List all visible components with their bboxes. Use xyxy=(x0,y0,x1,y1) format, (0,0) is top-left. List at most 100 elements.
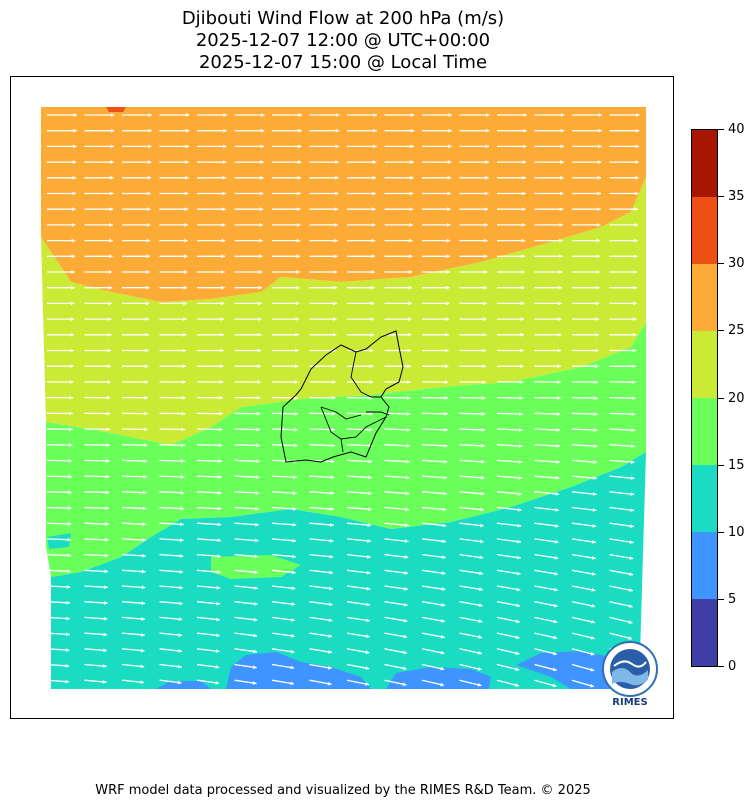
wind-arrow xyxy=(46,663,70,667)
wind-arrow xyxy=(534,553,559,559)
wind-arrow xyxy=(459,601,483,607)
wind-arrow xyxy=(421,522,447,527)
wind-arrow xyxy=(196,616,220,621)
wind-arrow xyxy=(534,585,558,591)
wind-arrow xyxy=(271,538,297,542)
wind-arrow xyxy=(196,648,220,653)
wind-arrow xyxy=(196,585,221,589)
wind-arrow xyxy=(234,428,261,431)
wind-arrowhead xyxy=(179,569,184,574)
colorbar-tick xyxy=(718,598,724,600)
wind-arrowhead xyxy=(522,191,526,196)
wind-arrow xyxy=(346,553,371,558)
wind-arrow xyxy=(459,616,483,623)
wind-arrowhead xyxy=(448,128,452,133)
wind-arrowhead xyxy=(371,238,376,243)
wind-arrowhead xyxy=(327,665,332,670)
wind-arrowhead xyxy=(485,128,490,133)
wind-arrowhead xyxy=(368,491,372,496)
wind-arrow xyxy=(571,616,596,624)
wind-arrowhead xyxy=(142,553,146,558)
wind-arrowhead xyxy=(103,601,108,605)
wind-arrowhead xyxy=(253,633,258,638)
wind-arrowhead xyxy=(558,301,562,306)
wind-arrow xyxy=(496,506,522,511)
wind-arrowhead xyxy=(69,364,74,369)
wind-arrowhead xyxy=(444,380,449,384)
colorbar-tick-label: 35 xyxy=(728,189,745,205)
wind-arrowhead xyxy=(146,270,150,274)
wind-arrowhead xyxy=(370,301,375,306)
wind-arrowhead xyxy=(369,364,374,369)
wind-arrow xyxy=(159,522,184,526)
wind-arrowhead xyxy=(366,570,371,575)
wind-arrow xyxy=(496,412,523,415)
wind-arrowhead xyxy=(593,460,598,464)
wind-arrowhead xyxy=(291,586,296,591)
wind-arrowhead xyxy=(592,492,597,496)
wind-arrowhead xyxy=(109,207,114,212)
wind-arrow xyxy=(609,459,635,464)
wind-arrow xyxy=(384,475,410,479)
wind-arrow xyxy=(534,506,560,511)
wind-arrowhead xyxy=(291,570,296,575)
wind-arrow xyxy=(534,648,558,655)
djibouti-inner-border-1 xyxy=(350,351,381,398)
wind-arrow xyxy=(496,475,522,479)
wind-arrowhead xyxy=(558,285,563,290)
wind-arrowhead xyxy=(182,348,187,353)
wind-arrowhead xyxy=(591,587,596,592)
wind-arrowhead xyxy=(485,160,489,165)
wind-arrowhead xyxy=(103,664,107,669)
wind-arrow xyxy=(346,585,371,590)
wind-arrowhead xyxy=(183,317,187,322)
wind-arrow xyxy=(309,444,335,447)
colorbar-tick-label: 40 xyxy=(728,122,745,137)
wind-arrowhead xyxy=(290,665,295,670)
wind-arrow xyxy=(84,648,107,652)
wind-arrowhead xyxy=(335,144,340,149)
wind-arrowhead xyxy=(333,285,338,290)
wind-arrowhead xyxy=(67,553,71,558)
wind-arrowhead xyxy=(557,348,562,353)
wind-arrowhead xyxy=(223,128,227,133)
wind-arrowhead xyxy=(407,364,411,369)
wind-arrowhead xyxy=(331,411,336,416)
wind-arrow xyxy=(271,616,295,622)
wind-arrow xyxy=(459,663,482,671)
wind-arrow xyxy=(234,585,258,589)
wind-arrow xyxy=(196,632,220,637)
wind-arrowhead xyxy=(595,301,600,306)
wind-arrowhead xyxy=(630,460,635,465)
wind-arrow xyxy=(459,569,484,575)
wind-arrowhead xyxy=(215,649,220,654)
wind-arrowhead xyxy=(332,364,336,369)
colorbar-tick-label: 30 xyxy=(728,256,745,272)
wind-arrowhead xyxy=(181,427,186,432)
wind-arrow xyxy=(159,663,182,668)
wind-arrowhead xyxy=(295,348,299,353)
wind-arrow xyxy=(84,491,110,494)
wind-arrowhead xyxy=(143,443,148,448)
wind-arrowhead xyxy=(372,207,376,212)
wind-arrow xyxy=(496,428,523,431)
wind-arrowhead xyxy=(597,175,602,180)
wind-arrowhead xyxy=(105,522,109,526)
wind-arrowhead xyxy=(403,634,408,639)
wind-arrow xyxy=(234,632,258,637)
wind-arrow xyxy=(496,444,523,447)
wind-arrow xyxy=(459,428,486,431)
colorbar-segment xyxy=(692,599,717,666)
wind-arrow xyxy=(609,475,635,480)
wind-arrow xyxy=(159,506,184,510)
wind-arrowhead xyxy=(405,523,409,528)
wind-arrowhead xyxy=(403,618,408,623)
wind-arrowhead xyxy=(368,427,373,432)
wind-arrowhead xyxy=(67,506,72,511)
wind-arrow xyxy=(609,538,634,544)
wind-arrow xyxy=(571,553,596,560)
wind-arrow xyxy=(384,444,410,447)
wind-arrow xyxy=(121,538,147,541)
wind-arrow xyxy=(46,569,71,573)
wind-arrow xyxy=(571,522,597,528)
